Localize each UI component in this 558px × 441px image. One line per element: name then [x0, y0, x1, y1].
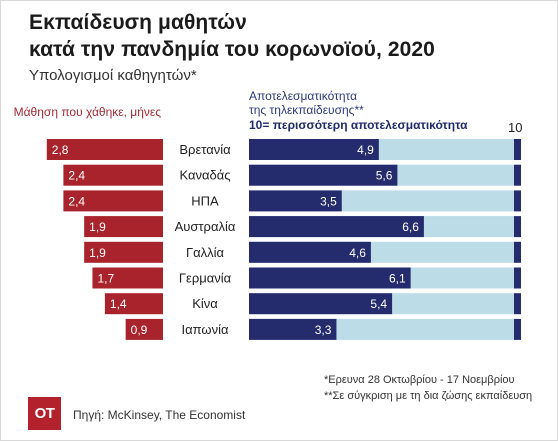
learning-lost-bar: [125, 318, 163, 340]
effectiveness-value-label: 3,3: [315, 323, 332, 337]
learning-lost-value-label: 2,8: [52, 143, 69, 157]
learning-lost-value-label: 1,4: [110, 297, 127, 311]
source-note: Πηγή: McKinsey, The Economist: [73, 408, 246, 422]
effectiveness-value-label: 6,1: [389, 272, 406, 286]
learning-lost-value-label: 1,9: [89, 246, 106, 260]
effectiveness-header-line1: Αποτελεσματικότητα: [249, 89, 357, 103]
learning-lost-value-label: 2,4: [68, 169, 85, 183]
effectiveness-bar: [249, 164, 398, 186]
country-label: Γαλλία: [186, 245, 225, 260]
country-label: Ιαπωνία: [182, 322, 229, 337]
country-label: Κίνα: [192, 296, 218, 311]
effectiveness-bar: [249, 139, 379, 160]
country-label: Αυστραλία: [175, 219, 236, 234]
learning-lost-bar: [63, 164, 163, 186]
effectiveness-bar: [249, 267, 411, 289]
footnote-comparison: **Σε σύγκριση με τη δια ζώσης εκπαίδευση: [324, 390, 533, 402]
effectiveness-max-marker: [514, 318, 521, 340]
effectiveness-max-marker: [514, 216, 521, 238]
learning-lost-bar: [104, 293, 163, 315]
learning-lost-bar: [92, 267, 163, 289]
effectiveness-scale-note: 10= περισσότερη αποτελεσματικότητα: [249, 118, 468, 132]
country-label: Βρετανία: [179, 142, 231, 157]
effectiveness-bar: [249, 216, 424, 238]
effectiveness-max-marker: [514, 241, 521, 263]
effectiveness-max-marker: [514, 293, 521, 315]
country-label: ΗΠΑ: [191, 193, 219, 208]
chart-title-line1: Εκπαίδευση μαθητών: [29, 11, 247, 34]
learning-lost-value-label: 1,7: [97, 272, 114, 286]
effectiveness-max-marker: [514, 164, 521, 186]
country-label: Καναδάς: [179, 168, 230, 183]
ot-logo: OT: [28, 397, 61, 430]
learning-lost-header: Μάθηση που χάθηκε, μήνες: [13, 105, 161, 119]
learning-lost-bar: [46, 139, 163, 160]
chart-title-line2: κατά την πανδημία του κορωνοϊού, 2020: [29, 38, 435, 61]
effectiveness-max-marker: [514, 190, 521, 212]
learning-lost-value-label: 1,9: [89, 220, 106, 234]
learning-lost-value-label: 2,4: [68, 194, 85, 208]
learning-lost-value-label: 0,9: [131, 323, 148, 337]
effectiveness-value-label: 5,6: [376, 169, 393, 183]
effectiveness-value-label: 4,6: [349, 246, 366, 260]
effectiveness-header: Αποτελεσματικότητα της τηλεκπαίδευσης** …: [249, 89, 468, 132]
effectiveness-value-label: 4,9: [357, 143, 374, 157]
learning-lost-bar: [84, 241, 163, 263]
chart-subtitle: Υπολογισμοί καθηγητών*: [29, 67, 197, 84]
effectiveness-max-marker: [514, 267, 521, 289]
footnote-survey-dates: *Ερευνα 28 Οκτωβρίου - 17 Νοεμβρίου: [324, 374, 515, 386]
effectiveness-max-marker: [514, 139, 521, 160]
effectiveness-value-label: 6,6: [402, 220, 419, 234]
effectiveness-value-label: 3,5: [320, 194, 337, 208]
country-label: Γερμανία: [179, 271, 232, 286]
learning-lost-bar: [63, 190, 163, 212]
effectiveness-header-line2: της τηλεκπαίδευσης**: [249, 103, 364, 117]
effectiveness-max-label: 10: [508, 120, 523, 135]
effectiveness-bar: [249, 241, 371, 263]
effectiveness-bar: [249, 293, 393, 315]
effectiveness-value-label: 5,4: [370, 297, 387, 311]
learning-lost-bar: [84, 216, 163, 238]
effectiveness-bar: [249, 190, 342, 212]
effectiveness-bar: [249, 318, 337, 340]
